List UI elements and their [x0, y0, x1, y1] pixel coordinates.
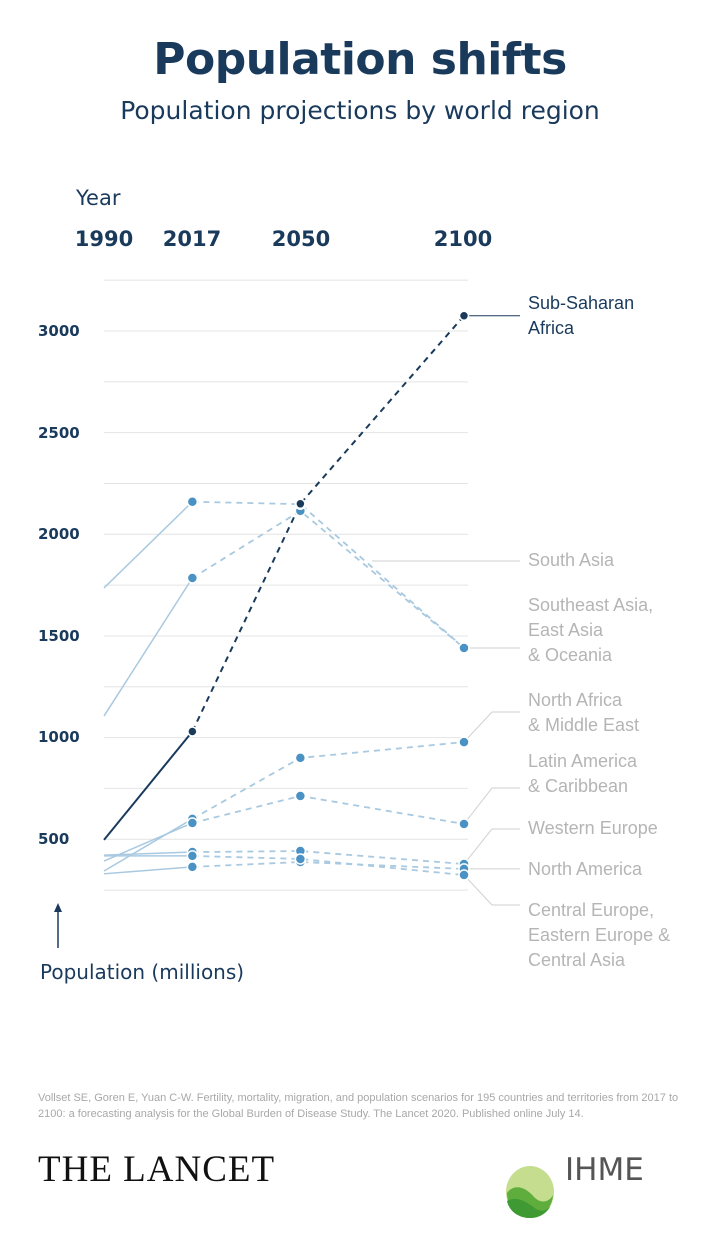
chart-subtitle: Population projections by world region: [120, 96, 600, 125]
data-point: [458, 642, 470, 654]
data-point: [186, 572, 199, 584]
y-tick-1000: 1000: [38, 728, 80, 746]
series-line-observed: [103, 851, 193, 856]
y-tick-1500: 1500: [38, 627, 80, 645]
data-point: [458, 818, 470, 830]
y-tick-3000: 3000: [38, 322, 80, 340]
y-tick-2000: 2000: [38, 525, 80, 543]
data-point: [186, 817, 199, 829]
ihme-logo: IHME: [565, 1152, 644, 1188]
label-connector: [463, 711, 520, 743]
y-tick-500: 500: [38, 830, 70, 848]
data-point: [187, 726, 198, 737]
label-south-asia: South Asia: [528, 550, 615, 570]
data-point: [294, 790, 307, 802]
x-tick-1990: 1990: [74, 227, 134, 251]
label-western-europe: Western Europe: [528, 818, 658, 838]
data-point: [458, 736, 470, 748]
label-latin-america: Latin America & Caribbean: [528, 751, 638, 796]
series-line-observed: [103, 866, 193, 875]
x-tick-2100: 2100: [433, 227, 493, 251]
chart-title: Population shifts: [153, 34, 567, 85]
series-line-projected: [192, 500, 465, 649]
data-point: [294, 752, 307, 764]
series-line-observed: [103, 818, 193, 872]
data-point: [186, 861, 199, 873]
y-axis-label: Population (millions): [40, 960, 245, 984]
series-line-projected: [192, 850, 465, 865]
x-tick-2017: 2017: [162, 227, 222, 251]
series-line-observed: [103, 730, 194, 841]
series-line-projected: [191, 315, 465, 732]
series-line-projected: [192, 795, 465, 825]
y-tick-2500: 2500: [38, 424, 80, 442]
label-connector: [463, 874, 520, 906]
series-line-projected: [192, 861, 465, 870]
data-point: [186, 496, 199, 508]
citation: Vollset SE, Goren E, Yuan C-W. Fertility…: [38, 1092, 679, 1120]
data-point: [186, 850, 199, 862]
label-sub-saharan-africa: Sub-Saharan Africa: [528, 293, 635, 338]
x-axis-label: Year: [76, 186, 121, 210]
label-north-america: North America: [528, 859, 643, 879]
series-line-projected: [192, 855, 465, 876]
label-central-europe: Central Europe, Eastern Europe & Central A…: [528, 900, 671, 970]
data-point: [458, 869, 470, 881]
label-north-africa: North Africa & Middle East: [528, 690, 640, 735]
y-axis-arrow-icon: [54, 903, 62, 948]
label-southeast-asia: Southeast Asia, East Asia & Oceania: [528, 595, 654, 665]
x-tick-2050: 2050: [271, 227, 331, 251]
label-connector: [463, 828, 520, 865]
series-line-observed: [103, 577, 193, 717]
ihme-logo-icon: [506, 1166, 554, 1218]
lancet-logo: THE LANCET: [38, 1149, 276, 1190]
data-point: [295, 498, 306, 510]
series-line-projected: [191, 741, 465, 820]
data-point: [294, 853, 307, 865]
data-point: [458, 310, 470, 322]
series-line-projected: [191, 509, 465, 649]
series-line-observed: [103, 501, 193, 589]
label-connector: [463, 787, 520, 825]
